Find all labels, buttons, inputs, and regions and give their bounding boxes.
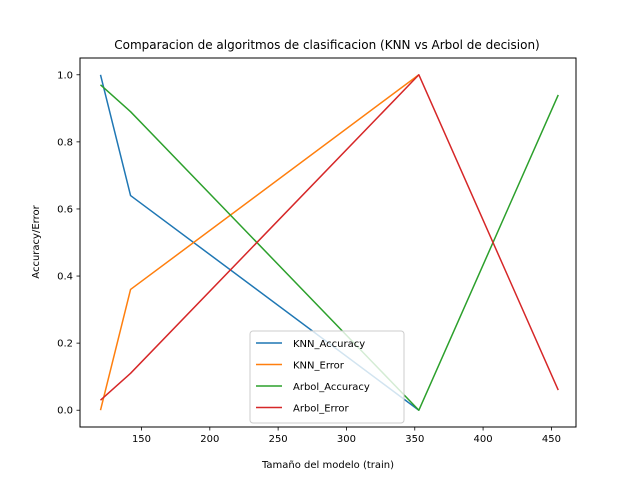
x-tick-label: 250	[269, 434, 288, 445]
x-tick-label: 350	[405, 434, 424, 445]
legend: KNN_Accuracy KNN_Error Arbol_Accuracy Arbol…	[249, 330, 405, 424]
legend-label: KNN_Accuracy	[293, 339, 365, 350]
series-line-arbol-error	[100, 74, 559, 401]
y-tick-label: 0.6	[57, 204, 73, 215]
y-tick-label: 0.0	[57, 406, 73, 417]
x-tick-label: 150	[132, 434, 151, 445]
legend-label: KNN_Error	[293, 361, 345, 372]
axes-frame	[79, 57, 577, 428]
y-axis-label: Accuracy/Error	[31, 204, 42, 278]
y-tick-label: 0.8	[57, 137, 73, 148]
chart-title: Comparacion de algoritmos de clasificaci…	[114, 38, 539, 52]
series-line-arbol-accuracy	[100, 84, 559, 411]
legend-box	[249, 330, 405, 424]
legend-label: Arbol_Accuracy	[293, 382, 370, 393]
x-tick-label: 300	[337, 434, 356, 445]
x-tick-label: 450	[542, 434, 561, 445]
y-tick-label: 0.2	[57, 339, 73, 350]
x-axis-label: Tamaño del modelo (train)	[261, 460, 394, 471]
y-tick-label: 1.0	[57, 70, 73, 81]
legend-label: Arbol_Error	[293, 404, 349, 415]
series-line-knn-error	[99, 74, 420, 411]
x-tick-label: 200	[200, 434, 219, 445]
y-tick-label: 0.4	[57, 272, 73, 283]
axis-ticks: 150 200 250 300 350 400 450 0.0 0.2 0.4 0.6 0.8 1.0	[57, 70, 561, 445]
x-tick-label: 400	[474, 434, 493, 445]
